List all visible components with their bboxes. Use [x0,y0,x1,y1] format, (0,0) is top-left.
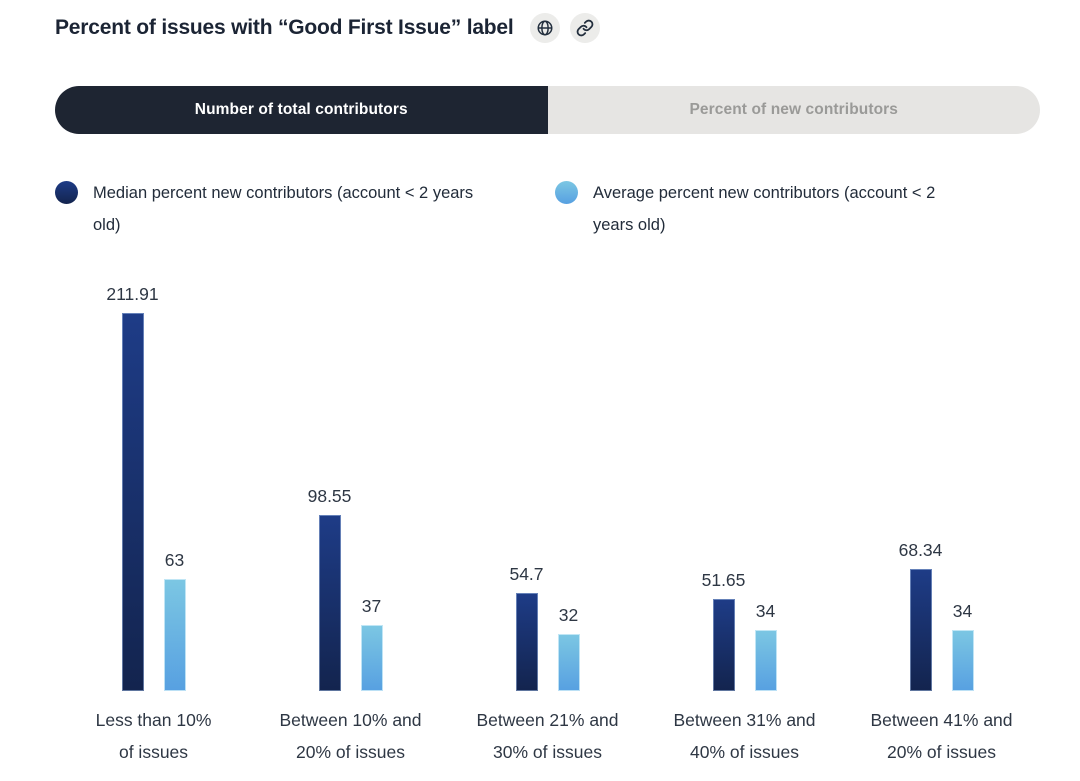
median-bar[interactable] [712,599,735,692]
x-axis-label-line: Between 10% and [279,710,422,731]
globe-icon [536,19,554,37]
bar-value-label: 63 [164,550,185,571]
bar-value-label: 68.34 [898,540,943,561]
average-bar[interactable] [754,630,777,692]
x-axis-label: Between 31% and 40% of issues [646,705,843,768]
bar-group: 98.55 37 [252,279,449,692]
bar-groups: 211.91 63 98.55 37 54.7 32 51.65 34 68.34 34 [55,279,1040,692]
x-axis-label-line: 20% of issues [296,741,405,762]
bar-cell: 98.55 [308,279,351,692]
bar-value-label: 34 [755,601,776,622]
median-bar[interactable] [318,515,341,692]
x-axis-label-line: Between 21% and [476,710,619,731]
average-bar[interactable] [951,630,974,692]
bar-cell: 211.91 [106,279,159,692]
chart-legend: Median percent new contributors (account… [55,178,1040,241]
link-button[interactable] [569,13,600,43]
bar-cell: 37 [360,279,383,692]
bar-group: 51.65 34 [646,279,843,692]
x-axis-label: Less than 10% of issues [55,705,252,768]
x-axis-label-line: 40% of issues [690,741,799,762]
bar-cell: 68.34 [899,279,942,692]
globe-button[interactable] [529,13,560,43]
bar-value-label: 211.91 [106,284,159,305]
bar-cell: 54.7 [509,279,544,692]
average-bar[interactable] [557,634,580,692]
median-bar[interactable] [515,593,538,692]
legend-label: Average percent new contributors (accoun… [593,184,936,234]
median-bar[interactable] [909,569,932,692]
page-title: Percent of issues with “Good First Issue… [55,16,514,39]
chart-header: Percent of issues with “Good First Issue… [55,12,1040,44]
x-axis-label-line: Between 41% and [870,710,1013,731]
legend-label: Median percent new contributors (account… [93,184,474,234]
view-tabs: Number of total contributors Percent of … [55,86,1040,134]
bar-value-label: 34 [952,601,973,622]
bar-group: 54.7 32 [449,279,646,692]
average-bar[interactable] [163,579,186,692]
legend-swatch-median [55,181,78,204]
x-axis-label: Between 21% and 30% of issues [449,705,646,768]
bar-chart: 211.91 63 98.55 37 54.7 32 51.65 34 68.34 34 Less… [55,279,1040,768]
x-axis-label-line: Between 31% and [673,710,816,731]
legend-swatch-average [555,181,578,204]
tab-percent-of-new-contributors[interactable]: Percent of new contributors [547,86,1040,134]
bar-value-label: 54.7 [509,564,544,585]
bar-cell: 32 [557,279,580,692]
bar-value-label: 32 [558,605,579,626]
bar-value-label: 51.65 [701,570,746,591]
link-icon [576,19,594,37]
bar-cell: 63 [163,279,186,692]
x-axis-labels: Less than 10% of issues Between 10% and 20%… [55,705,1040,768]
x-axis-label-line: 20% of issues [887,741,996,762]
bar-cell: 34 [754,279,777,692]
x-axis-label: Between 41% and 20% of issues [843,705,1040,768]
bar-cell: 51.65 [702,279,745,692]
x-axis-label-line: 30% of issues [493,741,602,762]
tab-number-of-total-contributors[interactable]: Number of total contributors [55,86,548,134]
bar-value-label: 98.55 [307,486,352,507]
x-axis-label-line: Less than 10% [95,710,212,731]
bar-group: 68.34 34 [843,279,1040,692]
bar-group: 211.91 63 [55,279,252,692]
bar-cell: 34 [951,279,974,692]
legend-item-average: Average percent new contributors (accoun… [555,178,1040,241]
x-axis-label: Between 10% and 20% of issues [252,705,449,768]
median-bar[interactable] [121,313,144,692]
legend-item-median: Median percent new contributors (account… [55,178,555,241]
x-axis-label-line: of issues [118,741,189,762]
bar-value-label: 37 [361,596,382,617]
average-bar[interactable] [360,625,383,692]
